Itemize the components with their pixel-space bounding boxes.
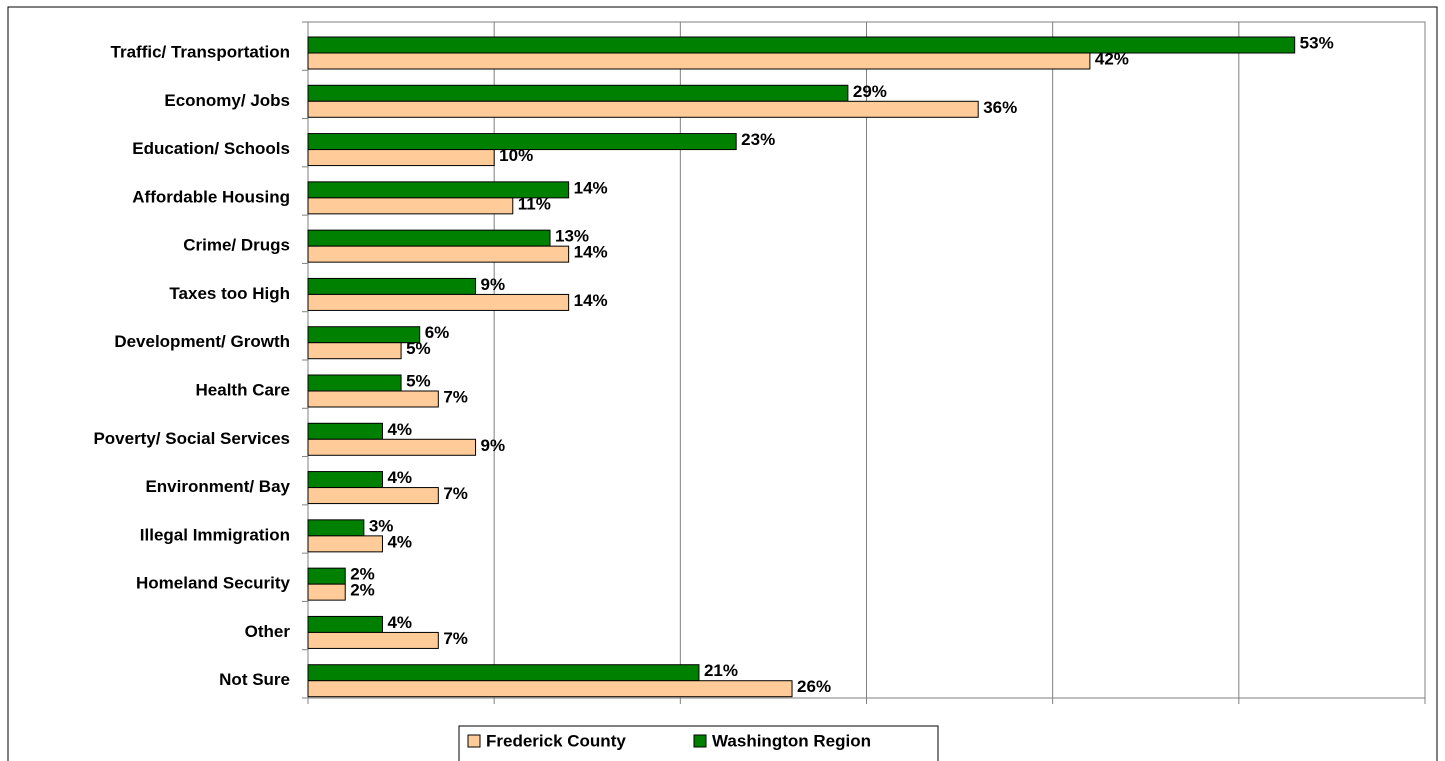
value-label: 10%: [499, 146, 533, 165]
bar: [307, 149, 495, 167]
bar: [307, 519, 365, 537]
value-label: 26%: [797, 677, 831, 696]
value-label: 9%: [481, 436, 506, 455]
value-label: 6%: [425, 323, 450, 342]
bar: [307, 422, 383, 440]
bar: [307, 36, 1296, 54]
bar: [307, 680, 793, 698]
value-label: 7%: [443, 387, 468, 406]
legend-label: Washington Region: [712, 731, 871, 750]
value-label: 4%: [387, 613, 412, 632]
legend-swatch: [693, 734, 707, 748]
value-label: 5%: [406, 371, 431, 390]
bar: [307, 390, 439, 408]
chart-border: [7, 6, 1438, 761]
value-label: 4%: [387, 532, 412, 551]
bar: [307, 326, 421, 344]
value-label: 21%: [704, 661, 738, 680]
bar: [307, 277, 477, 295]
value-label: 36%: [983, 98, 1017, 117]
value-label: 5%: [406, 339, 431, 358]
value-label: 7%: [443, 629, 468, 648]
value-label: 2%: [350, 565, 375, 584]
bar: [307, 293, 570, 311]
bar: [307, 84, 849, 102]
value-label: 2%: [350, 581, 375, 600]
legend-swatch: [467, 734, 481, 748]
value-label: 7%: [443, 484, 468, 503]
bar: [307, 631, 439, 649]
bar: [307, 197, 514, 215]
bar: [307, 374, 402, 392]
bar: [307, 583, 346, 601]
y-tick-label: Illegal Immigration: [140, 525, 290, 544]
value-label: 11%: [518, 194, 551, 213]
bar: [307, 664, 700, 682]
bar: [307, 567, 346, 585]
value-label: 14%: [574, 291, 608, 310]
value-label: 53%: [1300, 33, 1334, 52]
value-label: 42%: [1095, 49, 1129, 68]
bar: [307, 471, 383, 489]
value-label: 29%: [853, 82, 887, 101]
bar: [307, 615, 383, 633]
bar: [307, 100, 979, 118]
y-tick-label: Education/ Schools: [132, 139, 290, 158]
y-tick-label: Environment/ Bay: [145, 477, 290, 496]
bar: [307, 52, 1091, 70]
bar: [307, 133, 737, 151]
y-tick-label: Health Care: [196, 380, 290, 399]
value-label: 13%: [555, 227, 589, 246]
y-tick-label: Economy/ Jobs: [164, 91, 290, 110]
value-label: 9%: [481, 275, 506, 294]
bar: [307, 487, 439, 505]
value-label: 4%: [387, 468, 412, 487]
bar: [307, 229, 551, 247]
bar: [307, 535, 383, 553]
bar: [307, 245, 570, 263]
legend-label: Frederick County: [486, 731, 626, 750]
value-label: 3%: [369, 516, 394, 535]
y-tick-label: Affordable Housing: [132, 187, 290, 206]
y-tick-label: Traffic/ Transportation: [111, 42, 290, 61]
y-tick-label: Homeland Security: [136, 574, 291, 593]
bar: [307, 342, 402, 360]
bar: [307, 438, 477, 456]
y-tick-label: Not Sure: [219, 670, 290, 689]
y-tick-label: Development/ Growth: [114, 332, 290, 351]
value-label: 23%: [741, 130, 775, 149]
y-tick-label: Crime/ Drugs: [183, 236, 290, 255]
y-tick-label: Poverty/ Social Services: [93, 429, 290, 448]
value-label: 14%: [574, 243, 608, 262]
y-tick-label: Taxes too High: [169, 284, 290, 303]
value-label: 14%: [574, 178, 608, 197]
value-label: 4%: [387, 420, 412, 439]
y-tick-label: Other: [245, 622, 291, 641]
